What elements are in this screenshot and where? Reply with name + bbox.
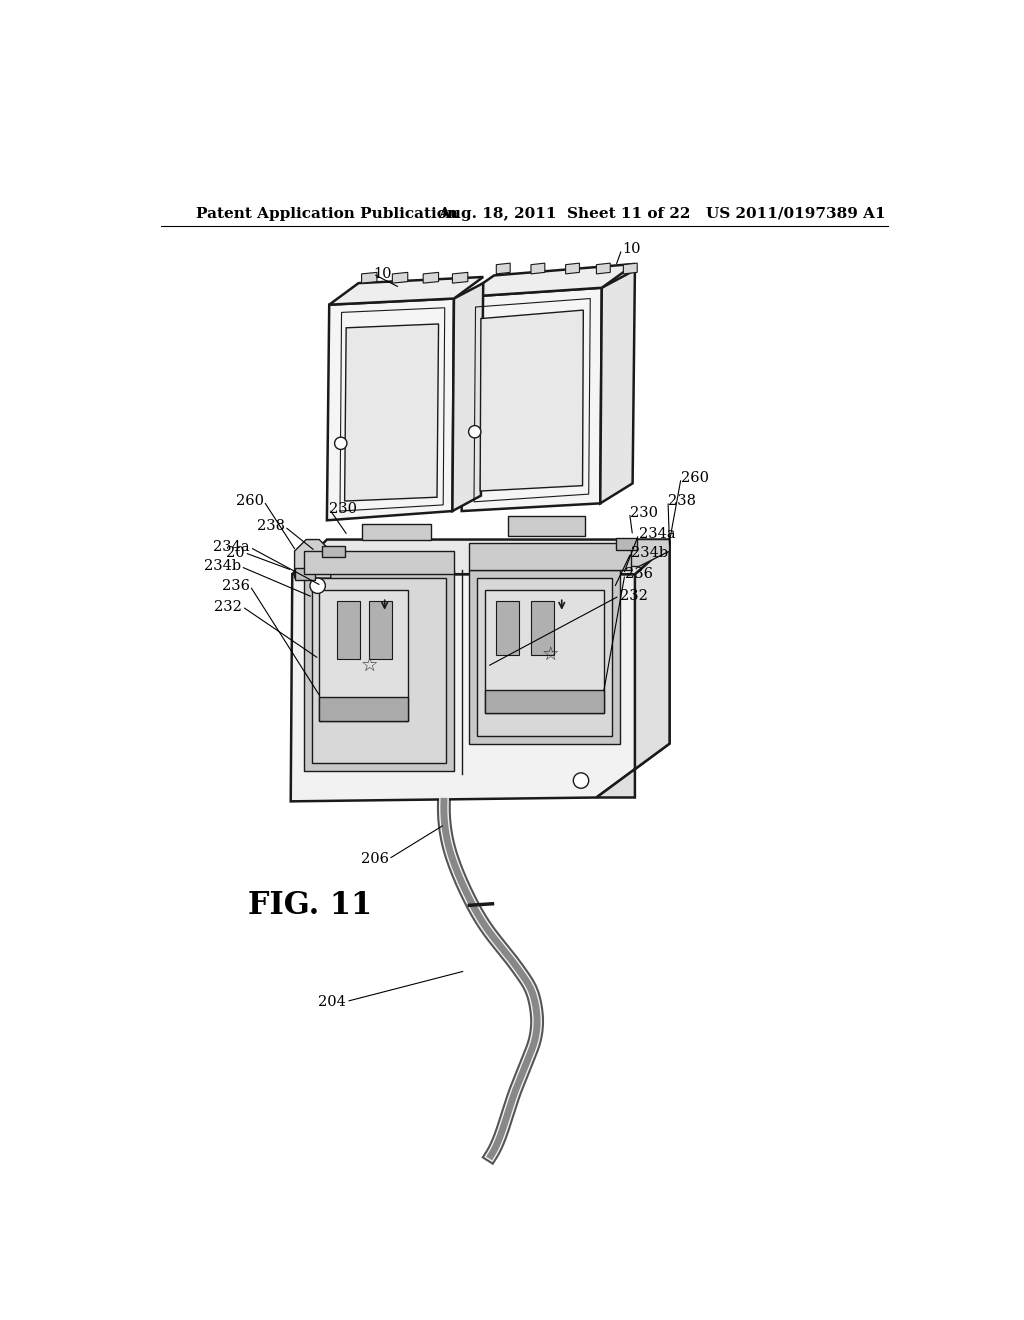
Text: 238: 238 <box>668 494 696 508</box>
Text: 236: 236 <box>222 578 250 593</box>
Polygon shape <box>295 540 331 578</box>
Text: FIG. 11: FIG. 11 <box>248 890 372 921</box>
Text: US 2011/0197389 A1: US 2011/0197389 A1 <box>706 207 885 220</box>
Text: 232: 232 <box>214 599 243 614</box>
Text: 260: 260 <box>681 471 709 484</box>
Polygon shape <box>330 277 483 305</box>
Polygon shape <box>370 601 392 659</box>
Text: 236: 236 <box>625 568 653 581</box>
Text: 10: 10 <box>373 267 391 281</box>
Text: Patent Application Publication: Patent Application Publication <box>196 207 458 220</box>
Polygon shape <box>477 578 611 737</box>
Polygon shape <box>480 310 584 491</box>
Text: 10: 10 <box>622 243 640 256</box>
Text: 230: 230 <box>630 506 657 520</box>
Circle shape <box>335 437 347 450</box>
Text: 238: 238 <box>257 520 285 533</box>
Text: 260: 260 <box>236 494 264 508</box>
Polygon shape <box>327 298 454 520</box>
Polygon shape <box>508 516 585 536</box>
Text: ☆: ☆ <box>542 645 559 664</box>
Polygon shape <box>565 263 580 275</box>
Polygon shape <box>337 601 360 659</box>
Text: 230: 230 <box>330 502 357 516</box>
Polygon shape <box>322 545 345 557</box>
Polygon shape <box>292 540 670 574</box>
Polygon shape <box>423 272 438 284</box>
Polygon shape <box>615 539 637 549</box>
Polygon shape <box>469 570 620 743</box>
Polygon shape <box>392 272 408 284</box>
Polygon shape <box>497 601 519 655</box>
Polygon shape <box>463 264 635 297</box>
Polygon shape <box>453 284 483 511</box>
Polygon shape <box>304 570 454 771</box>
Text: 204: 204 <box>318 994 346 1008</box>
Polygon shape <box>361 272 377 284</box>
Polygon shape <box>630 540 670 566</box>
Text: 232: 232 <box>620 589 647 603</box>
Polygon shape <box>531 601 554 655</box>
Circle shape <box>573 774 589 788</box>
Polygon shape <box>484 689 604 713</box>
Polygon shape <box>453 272 468 284</box>
Polygon shape <box>596 263 610 275</box>
Polygon shape <box>319 697 408 721</box>
Polygon shape <box>295 568 315 581</box>
Text: Aug. 18, 2011  Sheet 11 of 22: Aug. 18, 2011 Sheet 11 of 22 <box>438 207 691 220</box>
Text: 234b: 234b <box>631 545 669 560</box>
Polygon shape <box>361 524 431 540</box>
Text: 206: 206 <box>360 853 388 866</box>
Polygon shape <box>484 590 604 713</box>
Circle shape <box>310 578 326 594</box>
Polygon shape <box>319 590 408 721</box>
Polygon shape <box>531 263 545 275</box>
Polygon shape <box>624 263 637 275</box>
Text: ☆: ☆ <box>360 657 378 676</box>
Text: 234a: 234a <box>639 527 676 541</box>
Polygon shape <box>600 271 635 503</box>
Polygon shape <box>304 552 454 574</box>
Polygon shape <box>311 578 446 763</box>
Polygon shape <box>469 544 631 570</box>
Polygon shape <box>497 263 510 275</box>
Circle shape <box>469 425 481 438</box>
Text: 20: 20 <box>226 545 245 560</box>
Polygon shape <box>596 544 670 797</box>
Polygon shape <box>462 288 602 511</box>
Text: 234b: 234b <box>204 560 241 573</box>
Polygon shape <box>345 323 438 502</box>
Polygon shape <box>291 544 670 801</box>
Text: 234a: 234a <box>213 540 250 554</box>
